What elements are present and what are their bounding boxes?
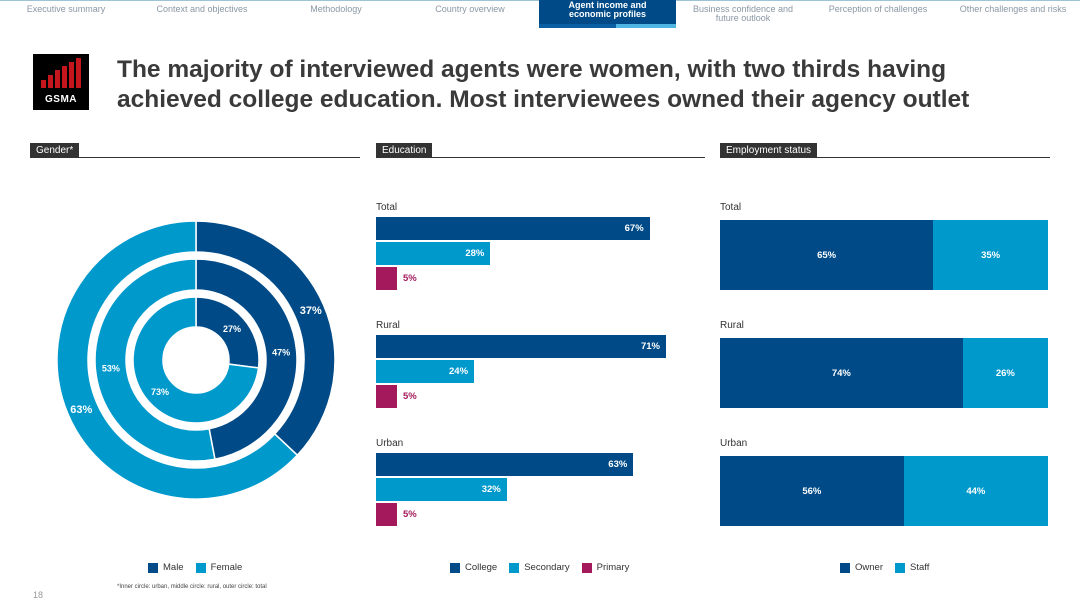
education-group-label-total: Total bbox=[376, 202, 398, 213]
employment-bar-total-owner: 65% bbox=[720, 220, 934, 290]
tab-executive-summary[interactable]: Executive summary bbox=[26, 4, 106, 14]
education-bar-urban-college bbox=[376, 453, 634, 476]
legend-item-secondary: Secondary bbox=[509, 562, 570, 573]
education-bar-chart: Total 67% 28% 5% Rural 71% 24% 5% Urban 63% 32% 5% bbox=[376, 195, 706, 540]
donut-label-urban-female: 73% bbox=[151, 387, 169, 397]
employment-legend: Owner Staff bbox=[840, 562, 929, 573]
employment-bar-rural-owner: 74% bbox=[720, 338, 963, 408]
education-bar-urban-primary bbox=[376, 503, 397, 526]
donut-label-rural-male: 47% bbox=[272, 347, 290, 357]
tab-business-confidence-and-future-outlook[interactable]: Business confidence and future outlook bbox=[692, 4, 794, 23]
tab-context-and-objectives[interactable]: Context and objectives bbox=[156, 4, 248, 14]
gender-legend: Male Female bbox=[148, 562, 242, 573]
donut-label-urban-male: 27% bbox=[223, 324, 241, 334]
gender-section-label: Gender* bbox=[30, 143, 80, 158]
employment-value-total-staff: 35% bbox=[981, 249, 1001, 261]
employment-section-label: Employment status bbox=[720, 143, 818, 158]
education-value-rural-primary: 5% bbox=[403, 391, 417, 402]
education-group-label-rural: Rural bbox=[376, 320, 400, 331]
education-value-total-college: 67% bbox=[624, 223, 644, 234]
tab-agent-income-and-economic-profiles[interactable]: Agent income and economic profiles bbox=[539, 0, 676, 28]
education-bar-total-secondary bbox=[376, 242, 491, 265]
page-number: 18 bbox=[33, 590, 44, 600]
education-bar-total-primary bbox=[376, 267, 397, 290]
employment-bar-urban-staff: 44% bbox=[903, 456, 1048, 526]
legend-item-college: College bbox=[450, 562, 497, 573]
education-bar-rural-primary bbox=[376, 385, 397, 408]
top-nav: Executive summary Context and objectives M… bbox=[0, 0, 1080, 28]
education-bar-total-college bbox=[376, 217, 650, 240]
tab-other-challenges-and-risks[interactable]: Other challenges and risks bbox=[959, 4, 1067, 14]
education-bar-rural-college bbox=[376, 335, 666, 358]
employment-bar-rural-staff: 26% bbox=[962, 338, 1048, 408]
employment-value-urban-staff: 44% bbox=[966, 485, 986, 497]
donut-ring-gap-1 bbox=[126, 290, 266, 430]
employment-bar-total-staff: 35% bbox=[933, 220, 1048, 290]
tab-country-overview[interactable]: Country overview bbox=[435, 4, 505, 14]
education-section-label: Education bbox=[376, 143, 433, 158]
donut-label-total-female: 63% bbox=[70, 404, 92, 416]
legend-item-primary: Primary bbox=[581, 562, 629, 573]
logo-bars-icon bbox=[41, 58, 81, 88]
employment-group-label-urban: Urban bbox=[720, 438, 748, 449]
education-value-urban-secondary: 32% bbox=[481, 484, 501, 495]
education-value-rural-secondary: 24% bbox=[449, 366, 469, 377]
education-bar-urban-secondary bbox=[376, 478, 507, 501]
gsma-logo: GSMA bbox=[33, 54, 89, 110]
education-value-total-primary: 5% bbox=[403, 273, 417, 284]
page-title: The majority of interviewed agents were … bbox=[117, 56, 970, 113]
employment-group-label-rural: Rural bbox=[720, 320, 744, 331]
donut-slice-urban-female bbox=[132, 296, 260, 424]
employment-bar-chart: Total 65% 35% Rural 74% 26% Urban 56% 44% bbox=[720, 195, 1050, 540]
donut-slice-urban-male bbox=[195, 296, 260, 369]
education-value-urban-primary: 5% bbox=[403, 509, 417, 520]
education-value-rural-college: 71% bbox=[640, 341, 660, 352]
donut-label-rural-female: 53% bbox=[102, 364, 120, 374]
legend-item-owner: Owner bbox=[840, 562, 883, 573]
employment-group-label-total: Total bbox=[720, 202, 742, 213]
donut-ring-gap-2 bbox=[88, 252, 304, 468]
employment-value-rural-owner: 74% bbox=[831, 367, 851, 379]
education-group-label-urban: Urban bbox=[376, 438, 404, 449]
gender-donut-chart: 27% 73% 47% 53% 37% 63% bbox=[56, 220, 336, 500]
tab-methodology[interactable]: Methodology bbox=[310, 4, 362, 14]
education-legend: College Secondary Primary bbox=[450, 562, 629, 573]
legend-item-female: Female bbox=[195, 562, 242, 573]
education-bar-rural-secondary bbox=[376, 360, 475, 383]
employment-value-urban-owner: 56% bbox=[802, 485, 822, 497]
employment-value-rural-staff: 26% bbox=[995, 367, 1015, 379]
donut-label-total-male: 37% bbox=[300, 305, 322, 317]
employment-bar-urban-owner: 56% bbox=[720, 456, 904, 526]
logo-text: GSMA bbox=[45, 94, 77, 105]
tab-perception-of-challenges[interactable]: Perception of challenges bbox=[828, 4, 928, 14]
education-value-total-secondary: 28% bbox=[465, 248, 485, 259]
legend-item-male: Male bbox=[148, 562, 184, 573]
chart-footnote: *Inner circle: urban, middle circle: rur… bbox=[117, 584, 267, 590]
legend-item-staff: Staff bbox=[894, 562, 929, 573]
employment-value-total-owner: 65% bbox=[817, 249, 837, 261]
education-value-urban-college: 63% bbox=[608, 459, 628, 470]
